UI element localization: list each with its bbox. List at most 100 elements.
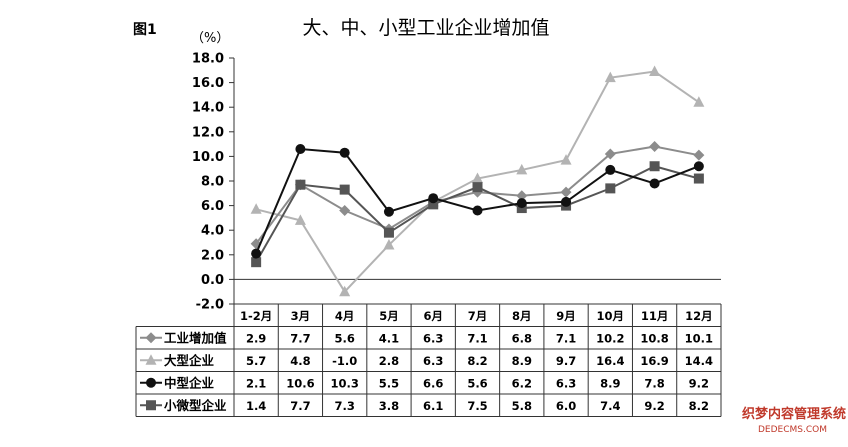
x-category-label: 9月	[556, 309, 576, 323]
data-label: 8.9	[600, 376, 620, 390]
data-point	[604, 148, 616, 160]
data-point	[339, 147, 350, 158]
data-point	[251, 257, 262, 268]
legend-item: 中型企业	[140, 375, 215, 390]
data-point	[693, 96, 705, 107]
x-category-label: 4月	[335, 309, 355, 323]
data-label: 5.8	[512, 399, 532, 413]
y-tick-label: 14.0	[192, 101, 224, 116]
data-label: 4.8	[290, 354, 310, 368]
data-label: 10.6	[286, 376, 314, 390]
data-point	[516, 190, 528, 202]
series-layer	[250, 65, 705, 297]
data-point	[649, 161, 660, 172]
data-point	[693, 149, 705, 161]
data-label: 10.8	[640, 331, 668, 345]
y-tick-label: 8.0	[201, 175, 224, 190]
series-3	[251, 144, 704, 259]
data-label: 9.2	[644, 399, 664, 413]
watermark-text: 织梦内容管理系统	[742, 406, 846, 422]
data-point	[516, 163, 528, 175]
x-category-label: 1-2月	[240, 309, 272, 323]
data-label: 7.7	[290, 331, 310, 345]
data-point	[693, 161, 704, 172]
data-label: 7.8	[644, 376, 664, 390]
data-point	[428, 199, 439, 210]
y-axis-unit: （%）	[191, 31, 229, 46]
data-point	[295, 144, 306, 155]
x-category-label: 10月	[597, 309, 625, 323]
chart-title: 大、中、小型工业企业增加值	[302, 17, 549, 39]
data-label: 5.5	[379, 376, 399, 390]
data-point	[649, 178, 660, 189]
data-label: 10.2	[596, 331, 624, 345]
legend-label: 工业增加值	[164, 330, 227, 345]
data-label: 9.2	[689, 376, 709, 390]
data-label: 6.8	[512, 331, 532, 345]
data-point	[294, 214, 306, 225]
data-label: 14.4	[685, 354, 713, 368]
data-point	[383, 227, 394, 238]
data-label: 7.1	[556, 331, 576, 345]
data-point	[560, 186, 572, 198]
data-label: 6.0	[556, 399, 576, 413]
data-point	[295, 179, 306, 190]
y-tick-label: -2.0	[196, 298, 224, 313]
y-tick-label: 0.0	[201, 273, 224, 288]
data-label: 6.1	[423, 399, 443, 413]
x-category-label: 11月	[641, 309, 669, 323]
legend-label: 中型企业	[164, 375, 215, 390]
data-point	[472, 172, 483, 184]
data-label: 1.4	[246, 399, 266, 413]
y-axis-ticks: 18.0 16.0 14.0 12.0 10.0 8.0 6.0 4.0 2.0 0.0 -2.0	[192, 52, 234, 313]
data-point	[250, 203, 262, 214]
data-label: 16.9	[640, 354, 668, 368]
legend-marker	[145, 332, 157, 344]
series-2	[250, 65, 705, 297]
figure-label: 图1	[133, 22, 157, 38]
y-tick-label: 16.0	[192, 76, 224, 91]
data-label: 8.2	[467, 354, 487, 368]
y-tick-label: 12.0	[192, 125, 224, 140]
data-point	[339, 205, 351, 217]
legend-item: 工业增加值	[140, 330, 227, 345]
data-label: 5.7	[246, 354, 266, 368]
data-point	[604, 71, 616, 83]
x-category-label: 3月	[291, 309, 311, 323]
data-point	[472, 182, 483, 193]
data-point	[383, 206, 394, 217]
data-label: 6.2	[512, 376, 532, 390]
data-label: 5.6	[467, 376, 487, 390]
data-label: 6.6	[423, 376, 443, 390]
legend-item: 小微型企业	[140, 398, 227, 413]
series-1	[250, 141, 705, 250]
data-point	[561, 196, 572, 207]
y-tick-label: 18.0	[192, 52, 224, 67]
data-point	[605, 164, 616, 175]
watermark-url: DEDECMS.COM	[758, 425, 827, 435]
data-point	[649, 141, 661, 153]
data-point	[251, 248, 262, 259]
legend-item: 大型企业	[140, 353, 215, 368]
data-point	[339, 184, 350, 195]
data-point	[516, 198, 527, 209]
y-tick-label: 4.0	[201, 224, 224, 239]
data-label: 8.9	[512, 354, 532, 368]
legend-marker	[146, 377, 156, 388]
data-label: 5.6	[334, 331, 354, 345]
data-point	[605, 183, 616, 194]
data-label: 6.3	[423, 354, 443, 368]
data-label: 6.3	[556, 376, 576, 390]
data-label: 10.3	[330, 376, 358, 390]
data-label: 9.7	[556, 354, 576, 368]
series-line	[255, 147, 700, 254]
legend-marker	[146, 400, 156, 411]
data-label: 7.3	[334, 399, 354, 413]
data-label: 7.7	[290, 399, 310, 413]
x-category-label: 6月	[423, 309, 443, 323]
legend-marker	[145, 354, 157, 365]
y-tick-label: 10.0	[192, 150, 224, 165]
data-point	[472, 205, 483, 216]
